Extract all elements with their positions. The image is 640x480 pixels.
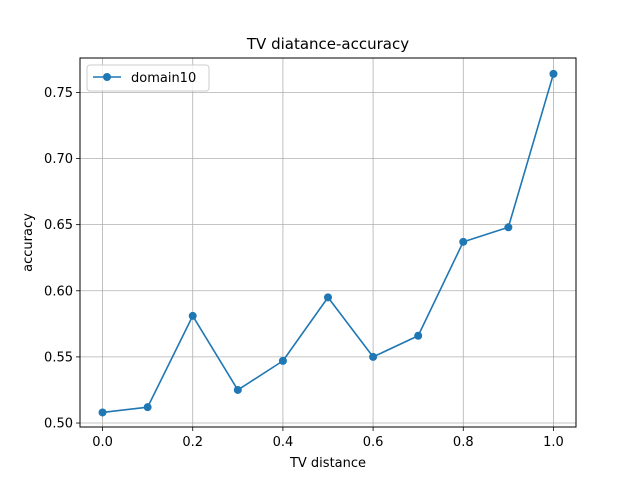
data-point [324,293,332,302]
y-tick-label: 0.50 [44,417,73,432]
legend-box [86,64,210,92]
x-tick-label: 0.6 [363,435,384,450]
data-point [233,385,242,394]
y-tick-label: 0.55 [44,350,73,365]
data-point [549,69,558,78]
data-point [369,352,378,361]
y-tick-label: 0.75 [44,86,73,101]
series-layer [98,69,558,417]
x-tick-label: 0.2 [182,435,203,450]
x-tick-label: 1.0 [543,435,564,450]
y-gridlines [80,91,576,424]
x-axis-ticks: 0.0 0.2 0.4 0.6 0.8 1.0 [92,427,564,450]
plot-area [80,58,576,427]
x-gridlines [102,58,554,427]
data-point [278,356,287,365]
data-point [504,223,513,232]
x-tick-label: 0.4 [273,435,294,450]
y-axis-ticks: 0.50 0.55 0.60 0.65 0.70 0.75 [44,86,80,432]
y-tick-label: 0.60 [44,284,73,299]
x-tick-label: 0.0 [92,435,113,450]
legend-marker-swatch [103,73,111,81]
x-tick-label: 0.8 [453,435,474,450]
data-point [459,237,468,246]
chart-title: TV diatance-accuracy [246,35,409,53]
legend-label-domain10: domain10 [131,71,196,86]
data-point [143,403,152,412]
data-point [188,311,197,320]
legend: domain10 [86,64,210,92]
y-tick-label: 0.70 [44,152,73,167]
data-point [414,331,423,340]
plot-frame [79,57,577,428]
y-tick-label: 0.65 [44,218,73,233]
y-axis-label: accuracy [21,213,36,272]
x-axis-label: TV distance [289,456,366,471]
data-point [98,408,107,417]
